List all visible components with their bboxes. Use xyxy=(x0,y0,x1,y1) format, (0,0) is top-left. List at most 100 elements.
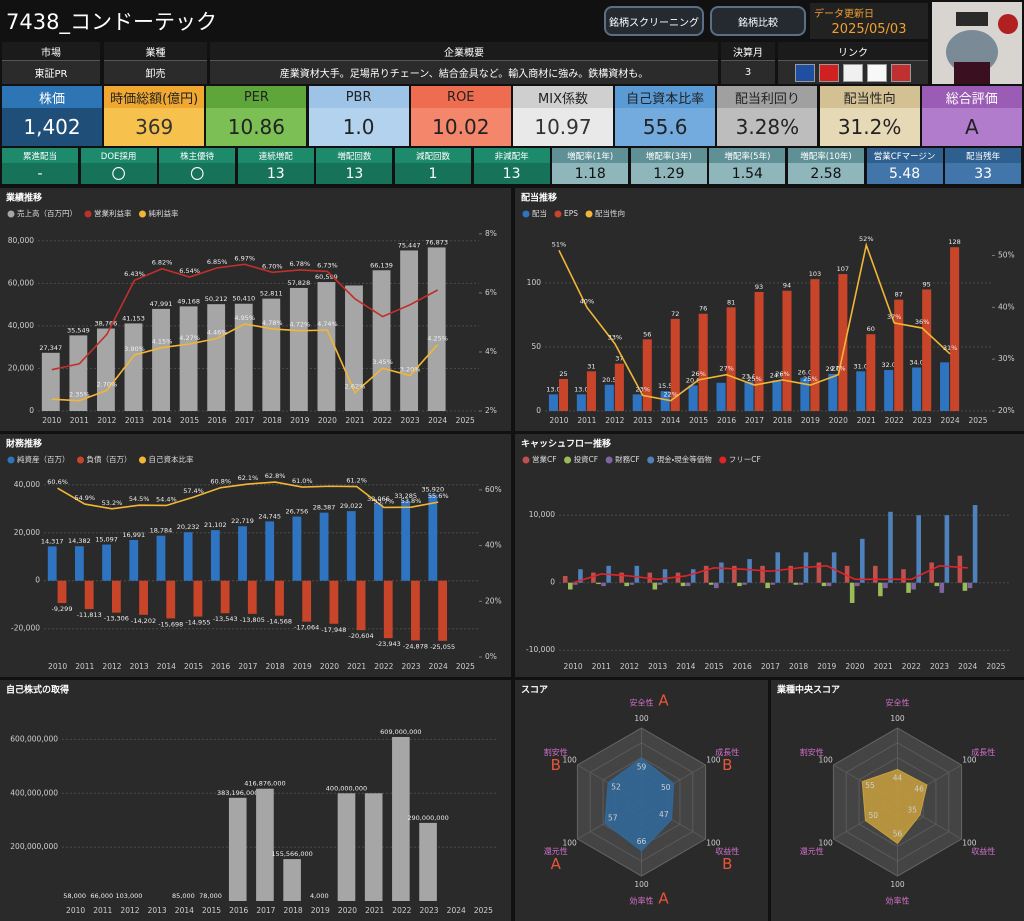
data-label: -13,805 xyxy=(240,616,265,624)
data-label: -15,698 xyxy=(158,620,183,628)
x-tick-label: 2019 xyxy=(293,662,312,671)
data-label: 47,991 xyxy=(150,300,173,308)
bar xyxy=(747,559,752,583)
radar-max: 100 xyxy=(818,756,833,765)
radar-max: 100 xyxy=(890,880,905,889)
x-tick-label: 2016 xyxy=(717,416,736,425)
bar xyxy=(765,582,770,589)
stat-value: 1.54 xyxy=(709,163,786,184)
bar xyxy=(657,582,663,585)
stat-label: 増配率(5年) xyxy=(709,148,786,163)
kpi-tile: 時価総額(億円) 369 xyxy=(104,86,205,146)
data-label: 81 xyxy=(727,298,735,306)
profile-header: 業種 xyxy=(104,42,207,61)
compare-button[interactable]: 銘柄比較 xyxy=(710,6,806,36)
data-label: -14,202 xyxy=(131,617,156,625)
y-tick-label: 50 xyxy=(531,342,541,351)
data-label: 4.46% xyxy=(207,328,228,336)
data-label: 2.62% xyxy=(345,383,366,391)
link-icon[interactable] xyxy=(795,63,815,82)
data-label: 76 xyxy=(699,305,707,313)
radar-max: 100 xyxy=(706,839,721,848)
legend-label: 営業利益率 xyxy=(94,208,132,218)
x-tick-label: 2020 xyxy=(320,662,339,671)
legend-swatch xyxy=(522,456,530,464)
data-label: 21,102 xyxy=(204,521,227,529)
bar xyxy=(662,569,668,583)
bar xyxy=(558,379,569,411)
data-label: 61.2% xyxy=(346,477,367,485)
data-label: 37 xyxy=(615,355,623,363)
stat-value: 1 xyxy=(395,163,471,184)
data-label: -13,306 xyxy=(104,615,129,623)
radar-value: 56 xyxy=(893,829,903,838)
kpi-tile: 配当性向 31.2% xyxy=(819,86,920,146)
stat-label: 連続増配 xyxy=(237,148,314,163)
radar-value: 35 xyxy=(907,805,917,814)
link-icon[interactable] xyxy=(891,63,911,82)
data-label: 14,382 xyxy=(68,537,91,545)
bar xyxy=(821,582,827,587)
bar xyxy=(680,582,686,587)
stat-value: 1.29 xyxy=(630,163,707,184)
y-tick-label: 0 xyxy=(29,406,34,415)
radar-value: 52 xyxy=(611,782,621,791)
stat-label: 増配率(10年) xyxy=(788,148,864,163)
bar xyxy=(831,552,837,583)
data-label: 416,876,000 xyxy=(244,780,285,788)
panel-title: キャッシュフロー推移 xyxy=(521,438,611,450)
stat-value: 5.48 xyxy=(866,163,943,184)
bar xyxy=(111,580,121,613)
legend-swatch xyxy=(139,456,146,464)
data-label: 22,719 xyxy=(231,517,254,525)
y-tick-label: 0 xyxy=(35,576,40,585)
data-label: 4.27% xyxy=(179,334,200,342)
kpi-label: 株価 xyxy=(2,86,102,108)
x-tick-label: 2021 xyxy=(365,906,384,915)
bar xyxy=(737,582,742,587)
data-label: 28,387 xyxy=(313,504,336,512)
data-label: 76,873 xyxy=(425,238,448,246)
bar xyxy=(319,512,329,581)
legend-label: 配当 xyxy=(532,208,547,218)
bar xyxy=(283,859,301,901)
panel xyxy=(515,434,1024,677)
data-label: -24,878 xyxy=(403,642,428,650)
bar xyxy=(234,303,253,411)
stat-tile: 配当残年 33 xyxy=(945,148,1022,184)
data-label: 62.1% xyxy=(238,474,259,482)
stat-value: 2.58 xyxy=(788,163,864,184)
link-icon[interactable] xyxy=(819,63,839,82)
kpi-value: A xyxy=(921,108,1022,146)
bar xyxy=(754,291,764,411)
link-icon[interactable] xyxy=(843,63,863,82)
panel-title: 自己株式の取得 xyxy=(6,684,69,696)
y-tick-label: 0 xyxy=(550,578,555,587)
legend-swatch xyxy=(564,456,572,464)
kpi-label: 自己資本比率 xyxy=(615,86,716,108)
legend-swatch xyxy=(554,210,562,218)
profile-value: 東証PR xyxy=(34,69,68,80)
bar xyxy=(329,580,339,624)
data-label: 35,549 xyxy=(67,326,90,334)
data-label: 57,828 xyxy=(287,279,310,287)
y2-tick-label: 20% xyxy=(998,406,1015,415)
link-icon[interactable] xyxy=(867,63,887,82)
bar xyxy=(548,394,558,411)
kpi-tile: PER 10.86 xyxy=(206,86,307,146)
data-label: 33% xyxy=(608,334,622,342)
data-label: 400,000,000 xyxy=(326,784,367,792)
profile-cell: 業種 卸売 xyxy=(104,42,207,84)
data-label: 383,196,000 xyxy=(217,789,258,797)
x-tick-label: 2015 xyxy=(202,906,221,915)
bar xyxy=(619,572,624,583)
legend-swatch xyxy=(7,210,15,218)
bar xyxy=(69,335,88,411)
x-tick-label: 2011 xyxy=(70,416,89,425)
legend-label: 営業CF xyxy=(532,454,557,464)
screening-button[interactable]: 銘柄スクリーニング xyxy=(604,6,704,36)
x-tick-label: 2014 xyxy=(152,416,171,425)
data-label: 107 xyxy=(837,265,849,273)
